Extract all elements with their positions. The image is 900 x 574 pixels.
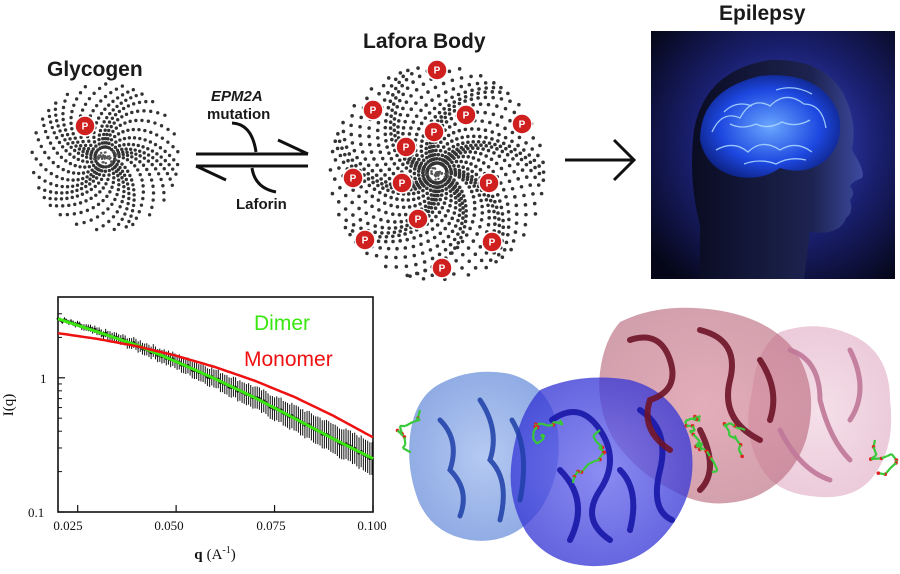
lafora-body-granule: P P P P P P P P P P P P P [328, 59, 546, 282]
ligand-bond [729, 422, 736, 427]
glucan-ligands [395, 409, 899, 484]
ligand-bond [558, 421, 564, 426]
ligand-bond [881, 454, 888, 460]
phosphate-marker [74, 115, 96, 137]
ligand-bond [872, 446, 878, 456]
phosphate-marker [354, 229, 376, 251]
phosphate-marker [391, 172, 413, 194]
phosphate-label: P [415, 215, 422, 226]
ligand-bond [592, 435, 598, 442]
ligand-bond [886, 452, 893, 457]
glycogen-granule: P [30, 82, 180, 232]
phosphate-label: P [82, 122, 89, 133]
phosphate-label: P [434, 66, 441, 77]
reaction-arrows [195, 121, 309, 194]
ligand-bond [723, 423, 731, 433]
x-axis-label: q (A-1) [194, 545, 236, 563]
phosphate-marker [395, 136, 417, 158]
phosphate-marker [455, 104, 477, 126]
ligand-bond [690, 417, 697, 421]
phosphate-marker [423, 121, 445, 143]
epilepsy-title: Epilepsy [719, 2, 806, 25]
x-tick-label: 0.100 [357, 518, 386, 533]
x-tick-label: 0.050 [154, 518, 183, 533]
laforin-dimer-structure [395, 307, 899, 567]
x-tick-label: 0.025 [53, 518, 82, 533]
phosphate-label: P [463, 111, 470, 122]
phosphate-label: P [486, 179, 493, 190]
phosphate-label: P [403, 143, 410, 154]
phosphate-marker [426, 59, 448, 81]
series-line-monomer [57, 331, 374, 439]
phosphate-label: P [350, 174, 357, 185]
epm2a-gene-label: EPM2A [211, 88, 263, 105]
ligand-bond [593, 458, 601, 463]
ligand-bond [737, 444, 742, 450]
mutation-label: mutation [207, 106, 271, 123]
y-axis-label: I(q) [1, 394, 17, 417]
x-axis-close: ) [231, 547, 236, 563]
ligand-bond [587, 460, 595, 466]
ligand-bond [684, 417, 692, 422]
phosphate-label: P [439, 264, 446, 275]
phosphate-label: P [370, 106, 377, 117]
ligand-bond [889, 462, 897, 469]
progression-arrow [565, 138, 637, 182]
x-axis-exponent: -1 [222, 545, 230, 556]
laforin-label: Laforin [236, 196, 287, 213]
ligand-bond [571, 476, 576, 484]
ligand-bond [403, 436, 407, 445]
ligand-bond [536, 440, 541, 445]
ligand-bond [592, 429, 601, 437]
legend-monomer: Monomer [244, 348, 333, 371]
phosphate-label: P [431, 128, 438, 139]
ligand-bond [542, 422, 548, 427]
phosphate-marker [481, 231, 503, 253]
ligand-bond [532, 438, 538, 445]
ligand-bond [404, 448, 412, 454]
ligand-oxygen [876, 471, 881, 475]
x-axis-symbol: q [194, 547, 203, 563]
ligand-bond [711, 470, 717, 474]
x-axis-unit: (A [207, 547, 223, 563]
saxs-plot: 1 0.1 0.025 0.050 0.075 0.100 I(q) q (A-1… [1, 296, 387, 563]
phosphate-label: P [519, 120, 526, 131]
ligand-bond [412, 418, 420, 424]
phosphate-marker [342, 167, 364, 189]
phosphate-marker [511, 113, 533, 135]
ligand-bond [532, 426, 539, 432]
phosphate-marker [478, 172, 500, 194]
ligand-bond [547, 423, 554, 427]
ligand-bond [699, 447, 704, 451]
legend-dimer: Dimer [254, 312, 310, 335]
epilepsy-head-image [651, 31, 895, 279]
x-tick-label: 0.075 [256, 518, 285, 533]
phosphate-label: P [399, 179, 406, 190]
glycogen-title: Glycogen [47, 58, 143, 81]
y-tick-label: 1 [40, 371, 47, 386]
surface-dark-blue [510, 377, 693, 567]
phosphate-label: P [489, 238, 496, 249]
ligand-bond [405, 421, 414, 427]
ligand-bond [402, 447, 406, 450]
ligand-bond [740, 427, 746, 432]
phosphate-marker [362, 99, 384, 121]
y-tick-label: 0.1 [28, 505, 44, 520]
phosphate-marker [431, 257, 453, 279]
ligand-bond [709, 457, 715, 462]
lafora-body-title: Lafora Body [363, 30, 486, 53]
ligand-bond [532, 430, 535, 438]
phosphate-label: P [362, 236, 369, 247]
series-line-dimer [57, 317, 374, 460]
phosphate-marker [407, 208, 429, 230]
plot-frame [57, 296, 374, 513]
ligand-bond [712, 460, 719, 471]
ligand-bond [692, 433, 701, 443]
ligand-bond [733, 435, 738, 441]
ligand-oxygen [740, 454, 744, 459]
